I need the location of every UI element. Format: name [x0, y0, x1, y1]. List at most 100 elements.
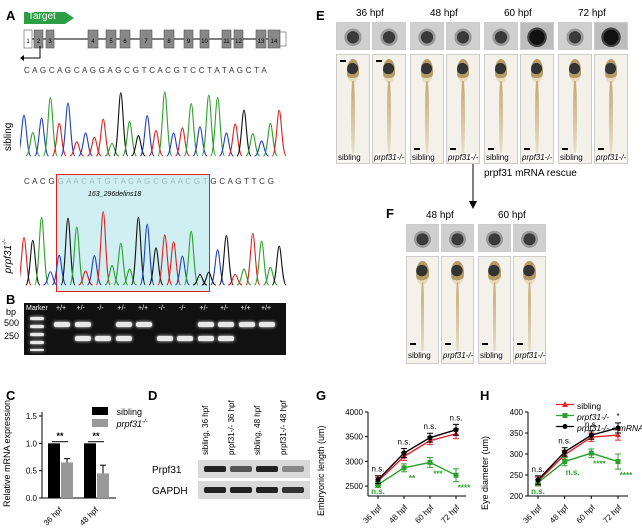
chromatogram-peak	[60, 102, 76, 157]
chart-sig-top: n.s.	[398, 438, 411, 447]
target-label: Target	[28, 11, 56, 22]
chart-ytick-label: 3500	[345, 433, 363, 442]
chart-ytick-label: 350	[510, 429, 524, 438]
chromatogram-peak	[139, 223, 155, 286]
panel-a-label: A	[6, 8, 16, 23]
chromatogram-peak	[271, 109, 287, 157]
genotype-label: prpf31-/-	[515, 351, 546, 360]
larva-photo	[484, 54, 518, 164]
chart-sig-green: ****	[458, 484, 471, 493]
chart-point-square	[453, 472, 459, 478]
genotype-label: sibling	[480, 351, 503, 360]
chart-h: 200 250 300 350 400 36 hpf 48 hpf 60 hpf 72 hpf n…	[510, 408, 633, 526]
gel-image: Marker +/+ +/- -/- +/- +/+ -/- -/- +/- +/- +/+ +/+	[24, 303, 286, 355]
chart-c-ytick-label: 0.5	[26, 467, 38, 476]
panel-g-label: G	[316, 388, 327, 403]
genotype-label: prpf31-/-	[596, 153, 627, 162]
chromatogram-peak	[122, 121, 138, 157]
chromatogram-peak	[139, 115, 155, 157]
chart-point-circle	[375, 477, 381, 483]
chart-h-ylabel: Eye diameter (um)	[480, 435, 490, 510]
size-250-label: 250	[4, 331, 20, 341]
genotype-label: sibling	[560, 153, 583, 162]
chart-c-bar	[97, 473, 109, 498]
legend-h-label: prpf31-/- + mRNA rescue	[577, 423, 642, 433]
larva-photo	[410, 54, 444, 164]
exon-label: 4	[91, 39, 95, 45]
mutant-chromatogram	[20, 211, 287, 286]
mut-band	[156, 336, 173, 341]
chart-c-sig: **	[92, 431, 100, 441]
larva-photo	[406, 256, 439, 364]
wt-band	[136, 322, 152, 327]
gel-lane-genotype: +/+	[240, 305, 251, 312]
legend-c-mutant-swatch	[92, 418, 108, 427]
marker-band	[30, 325, 44, 328]
larva-photo	[478, 256, 511, 364]
chromatogram-peak	[201, 271, 216, 286]
chart-point-circle	[562, 449, 568, 455]
eye-photo	[441, 224, 474, 252]
chart-sig-green: ***	[433, 469, 443, 478]
mut-band	[95, 336, 111, 341]
chromatogram-peak	[78, 132, 93, 157]
legend-h-entry: prpf31-/-	[556, 407, 642, 422]
chart-xtick-label: 60 hpf	[413, 503, 436, 526]
chromatogram-peak	[245, 133, 261, 157]
chromatogram-peak	[60, 217, 76, 286]
stage-label: 60 hpf	[504, 8, 532, 19]
scale-bar	[376, 60, 382, 62]
chart-c-xtick-label: 36 hpf	[42, 505, 65, 528]
chromatogram-peak	[192, 126, 208, 157]
scale-bar	[445, 343, 451, 345]
mut-band	[74, 336, 91, 341]
gel-lane-genotype: +/-	[199, 305, 208, 312]
mut-band	[218, 336, 234, 341]
exon-box	[23, 29, 33, 49]
chart-g-ylabel: Embryonic length (um)	[316, 425, 326, 516]
chart-point-square	[588, 450, 594, 456]
exon-label: 11	[223, 39, 230, 45]
chart-point-square	[375, 482, 381, 488]
row-sibling-label: sibling	[3, 122, 14, 151]
chart-sig-top: n.s.	[532, 465, 545, 474]
chromatogram-peak	[183, 102, 199, 157]
stage-label: 48 hpf	[426, 210, 454, 221]
chromatogram-peak	[254, 140, 269, 157]
panel-h-label: H	[480, 388, 490, 403]
chart-xtick-label: 36 hpf	[361, 503, 384, 526]
panel-d-label: D	[148, 388, 158, 403]
scale-bar	[414, 148, 420, 150]
chart-series-line	[377, 433, 457, 482]
chart-sig-green: n.s.	[371, 487, 385, 496]
target-arrow: Target	[24, 12, 74, 24]
chart-c-bar	[48, 443, 60, 498]
chromatogram-peak	[20, 236, 32, 286]
stage-label: 36 hpf	[356, 8, 384, 19]
chromatogram-peak	[236, 109, 252, 157]
scale-bar	[562, 148, 568, 150]
chart-ytick-label: 200	[510, 492, 524, 501]
chart-xtick-label: 72 hpf	[601, 503, 624, 526]
mut-band	[115, 336, 132, 341]
chart-xtick-label: 48 hpf	[548, 503, 571, 526]
bp-label: bp	[6, 307, 17, 317]
legend-h-entry: prpf31-/- + mRNA rescue	[556, 418, 642, 433]
genotype-label: prpf31-/-	[448, 153, 479, 162]
chart-series-line	[537, 434, 619, 482]
gene-structure: 1 2 3 4 5 6 7 8 9 10 11 12 13 14	[23, 29, 287, 49]
gel-lane-genotype: +/+	[56, 305, 67, 312]
chart-c-ytick-label: 0.0	[26, 494, 38, 503]
eye-photo	[406, 224, 439, 252]
larva-photo	[441, 256, 474, 364]
scale-bar	[482, 343, 488, 345]
wt-band	[54, 322, 70, 327]
deletion-label: 163_296delins18	[88, 191, 142, 198]
wb-column-label: sibling, 36 hpf	[201, 405, 210, 455]
chromatogram-peak	[86, 255, 102, 286]
legend-c-sibling-swatch	[92, 406, 108, 415]
chart-point-circle	[453, 427, 459, 433]
scale-bar	[488, 148, 494, 150]
sibling-chromatogram	[20, 91, 287, 157]
panel-c-label: C	[6, 388, 16, 403]
